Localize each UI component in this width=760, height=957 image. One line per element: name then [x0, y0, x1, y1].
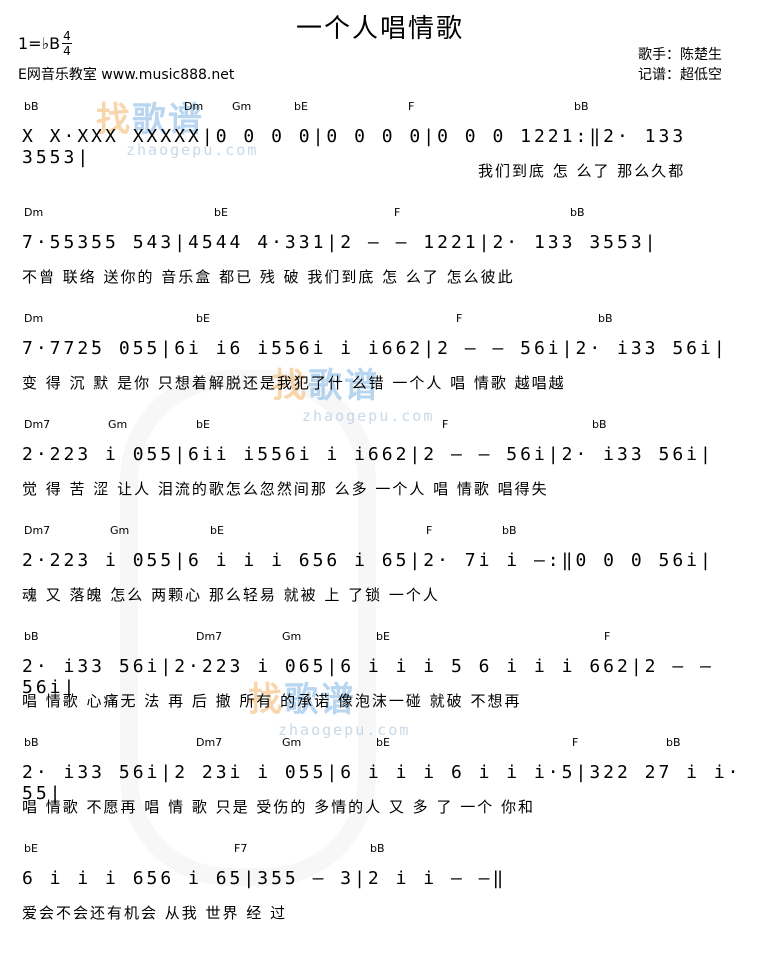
notation-line: 6 i i i 656 i 65|355 — 3|2 i i — —‖ — [22, 868, 507, 889]
chord-line: bB Dm Gm bE F bB — [24, 100, 754, 116]
watermark-logo-1: 找 — [248, 680, 284, 720]
watermark-logo-2: 歌谱 — [132, 100, 204, 140]
chord: bE — [196, 418, 210, 431]
time-signature-top: 4 — [63, 29, 71, 43]
chord-line: Dm7 Gm bE F bB — [24, 524, 754, 540]
chord: F — [442, 418, 449, 431]
chord: bB — [574, 100, 589, 113]
chord: F — [604, 630, 611, 643]
watermark-logo: 找歌谱 zhaogepu.com — [96, 92, 258, 159]
chord-line: bB Dm7 Gm bE F — [24, 630, 754, 646]
chord: bB — [570, 206, 585, 219]
chord: bB — [370, 842, 385, 855]
lyrics-line: 变 得 沉 默 是你 只想着解脱还是我犯了什 么错 一个人 唱 情歌 越唱越 — [22, 374, 566, 392]
chord-line: Dm7 Gm bE F bB — [24, 418, 754, 434]
chord: bE — [376, 736, 390, 749]
chord: F — [572, 736, 579, 749]
chord-line: Dm bE F bB — [24, 206, 754, 222]
chord-line: bB Dm7 Gm bE F bB — [24, 736, 754, 752]
chord: Dm7 — [24, 524, 51, 537]
chord: F7 — [234, 842, 248, 855]
time-signature: 4 4 — [62, 30, 72, 57]
watermark-logo-1: 找 — [96, 100, 132, 140]
notation-line: X X·XXX XXXXX|0 0 0 0|0 0 0 0|0 0 0 1221… — [22, 126, 687, 168]
chord: F — [408, 100, 415, 113]
score-row: Dm7 Gm bE F bB 2·223 i 055|6ii i556i i i… — [0, 418, 760, 528]
chord: bE — [210, 524, 224, 537]
lyrics-line: 唱 情歌 不愿再 唱 情 歌 只是 受伤的 多情的人 又 多 了 一个 你和 — [22, 798, 535, 816]
chord: bE — [196, 312, 210, 325]
chord: F — [456, 312, 463, 325]
chord: bB — [598, 312, 613, 325]
notation-line: 2· i33 56i|2·223 i 065|6 i i i 5 6 i i i… — [22, 656, 714, 698]
transcriber-text: 记谱：超低空 — [638, 67, 722, 83]
chord: bB — [666, 736, 681, 749]
score-row: bB Dm7 Gm bE F 2· i33 56i|2·223 i 065|6 … — [0, 630, 760, 740]
chord: Dm7 — [24, 418, 51, 431]
chord-line: bE F7 bB — [24, 842, 754, 858]
watermark-logo-1: 找 — [272, 366, 308, 406]
chord: Gm — [232, 100, 252, 113]
chord: Dm — [24, 206, 44, 219]
chord: F — [426, 524, 433, 537]
chord: F — [394, 206, 401, 219]
chord: Gm — [282, 630, 302, 643]
watermark-logo-2: 歌谱 — [284, 680, 356, 720]
chord: bB — [24, 100, 39, 113]
chord: Dm — [24, 312, 44, 325]
lyrics-line: 魂 又 落魄 怎么 两颗心 那么轻易 就被 上 了锁 一个人 — [22, 586, 440, 604]
chord: Gm — [110, 524, 130, 537]
notation-line: 2· i33 56i|2 23i i 055|6 i i i 6 i i i·5… — [22, 762, 742, 804]
chord: bB — [24, 630, 39, 643]
chord-line: Dm bE F bB — [24, 312, 754, 328]
score-row: bB Dm Gm bE F bB X X·XXX XXXXX|0 0 0 0|0… — [0, 100, 760, 210]
singer-text: 歌手：陈楚生 — [638, 47, 722, 63]
watermark-url: zhaogepu.com — [302, 407, 435, 425]
chord: bE — [376, 630, 390, 643]
chord: bB — [24, 736, 39, 749]
lyrics-line: 我们到底 怎 么了 那么久都 — [478, 162, 686, 180]
watermark-url: zhaogepu.com — [278, 721, 411, 739]
chord: bE — [24, 842, 38, 855]
time-signature-bottom: 4 — [63, 44, 71, 58]
lyrics-line: 唱 情歌 心痛无 法 再 后 撤 所有 的承诺 像泡沫一碰 就破 不想再 — [22, 692, 522, 710]
notation-line: 2·223 i 055|6 i i i 656 i 65|2· 7i i —:‖… — [22, 550, 714, 571]
lyrics-line: 爱会不会还有机会 从我 世界 经 过 — [22, 904, 288, 922]
notation-line: 7·772̇5 055|6i i6 i556i i i662|2 — — 56i… — [22, 338, 728, 359]
notation-line: 7·55355 543|4544 4·331|2 — — 1221|2· 133… — [22, 232, 659, 253]
score-row: bB Dm7 Gm bE F bB 2· i33 56i|2 23i i 055… — [0, 736, 760, 846]
chord: Gm — [282, 736, 302, 749]
watermark-logo-2: 歌谱 — [308, 366, 380, 406]
song-title: 一个人唱情歌 — [295, 14, 464, 44]
chord: bE — [214, 206, 228, 219]
watermark-logo: 找歌谱 zhaogepu.com — [248, 672, 410, 739]
score-row: Dm7 Gm bE F bB 2·223 i 055|6 i i i 656 i… — [0, 524, 760, 634]
chord: Gm — [108, 418, 128, 431]
chord: bB — [592, 418, 607, 431]
lyrics-line: 不曾 联络 送你的 音乐盒 都已 残 破 我们到底 怎 么了 怎么彼此 — [22, 268, 515, 286]
watermark-url: zhaogepu.com — [126, 141, 259, 159]
chord: Dm7 — [196, 630, 223, 643]
chord: bE — [294, 100, 308, 113]
score-row: Dm bE F bB 7·772̇5 055|6i i6 i556i i i66… — [0, 312, 760, 422]
chord: bB — [502, 524, 517, 537]
notation-line: 2·223 i 055|6ii i556i i i662|2 — — 56i|2… — [22, 444, 714, 465]
chord: Dm7 — [196, 736, 223, 749]
source-text: E网音乐教室 www.music888.net — [18, 67, 235, 83]
score-row: Dm bE F bB 7·55355 543|4544 4·331|2 — — … — [0, 206, 760, 316]
lyrics-line: 觉 得 苦 涩 让人 泪流的歌怎么忽然间那 么多 一个人 唱 情歌 唱得失 — [22, 480, 549, 498]
score-row: bE F7 bB 6 i i i 656 i 65|355 — 3|2 i i … — [0, 842, 760, 952]
chord: Dm — [184, 100, 204, 113]
watermark-logo: 找歌谱 zhaogepu.com — [272, 358, 434, 425]
key-signature: 1=♭B — [18, 34, 61, 53]
